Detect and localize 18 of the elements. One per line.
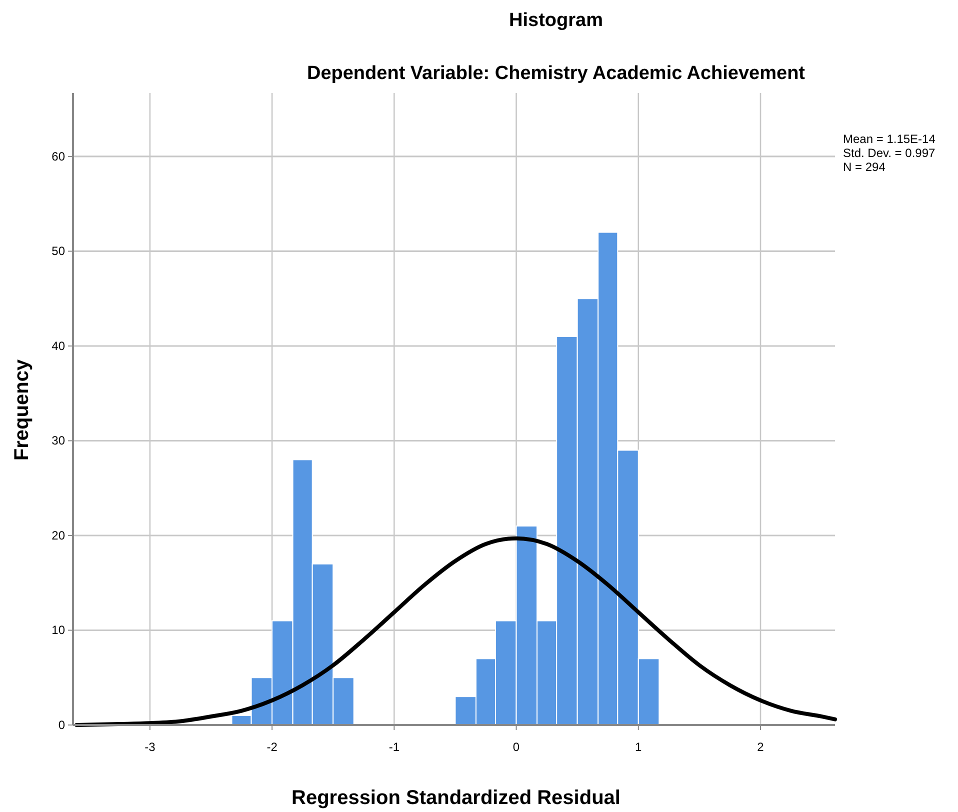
x-tick-label: -1 (388, 740, 400, 754)
y-tick-label: 50 (52, 244, 66, 258)
x-tick-label: 2 (757, 740, 764, 754)
x-axis-title: Regression Standardized Residual (292, 787, 620, 809)
y-tick-label: 0 (58, 718, 66, 732)
text: Mean = 1.15E-14 Std. Dev. = 0.997 N = 294 (843, 132, 936, 174)
x-tick-label: -3 (144, 740, 156, 754)
x-tick-label: 1 (635, 740, 642, 754)
y-tick-label: 30 (52, 434, 66, 448)
y-tick-label: 40 (52, 338, 66, 353)
x-tick-label: -2 (266, 740, 278, 754)
x-tick-label: 0 (512, 740, 520, 754)
y-tick-label: 10 (52, 623, 66, 638)
chart-subtitle: Dependent Variable: Chemistry Academic Achievement (306, 63, 806, 84)
y-tick-label: 60 (52, 149, 66, 164)
y-axis-title: Frequency (11, 358, 33, 461)
chart-title: Histogram (509, 10, 603, 31)
y-tick-label: 20 (52, 528, 66, 542)
